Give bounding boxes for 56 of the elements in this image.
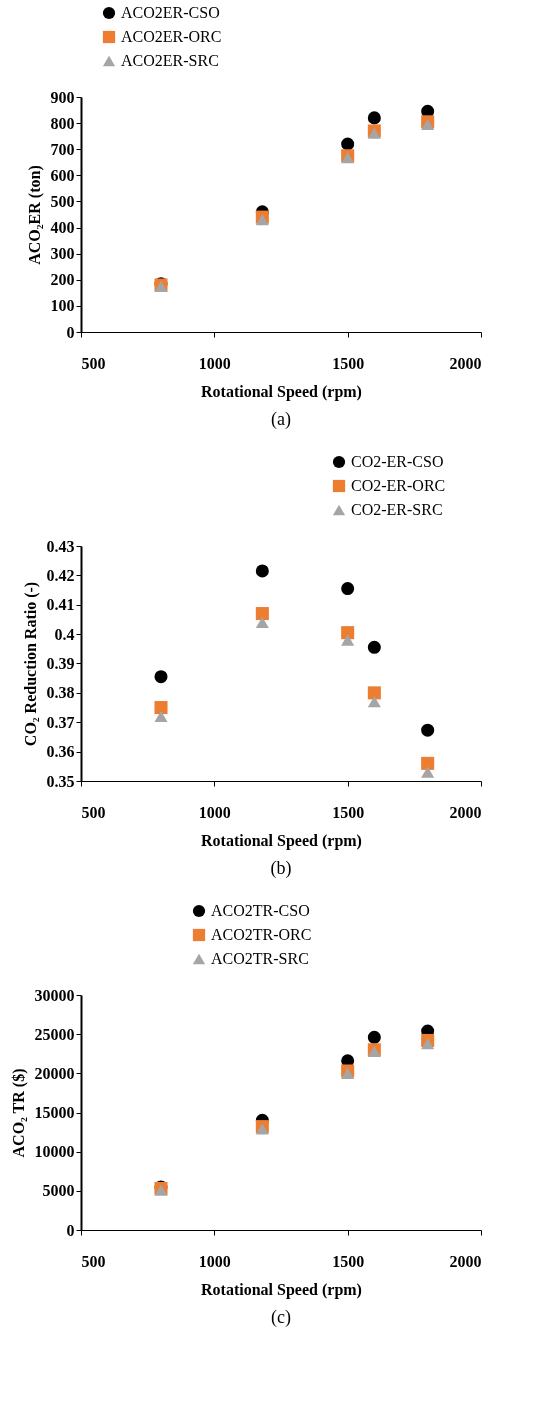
x-tick-label: 2000 bbox=[449, 354, 482, 372]
y-tick-label: 400 bbox=[50, 219, 75, 237]
y-tick-label: 200 bbox=[50, 271, 75, 289]
legend-label: ACO2TR-SRC bbox=[211, 950, 309, 967]
y-tick-label: 10000 bbox=[34, 1143, 75, 1161]
y-tick-label: 300 bbox=[50, 245, 75, 263]
y-tick-label: 0.39 bbox=[46, 655, 75, 672]
x-tick-label: 500 bbox=[81, 354, 106, 372]
text: (b) bbox=[270, 858, 292, 879]
legend-label: ACO2ER-CSO bbox=[121, 4, 220, 21]
y-tick-label: 900 bbox=[50, 88, 75, 106]
y-tick-label: 25000 bbox=[34, 1025, 75, 1043]
y-tick-label: 0 bbox=[66, 1221, 75, 1239]
y-tick-label: 30000 bbox=[34, 986, 75, 1004]
x-tick-label: 500 bbox=[81, 1252, 106, 1270]
legend-label: ACO2TR-CSO bbox=[211, 902, 310, 919]
legend-label: CO2-ER-ORC bbox=[351, 477, 446, 494]
y-tick-label: 0.4 bbox=[54, 625, 75, 643]
legend-label: CO2-ER-CSO bbox=[351, 453, 444, 470]
y-axis-title: CO₂ Reduction Ratio (-) bbox=[21, 581, 40, 747]
x-tick-label: 1000 bbox=[198, 354, 231, 372]
x-tick-label: 1000 bbox=[198, 803, 231, 821]
y-tick-label: 700 bbox=[50, 140, 75, 158]
y-tick-label: 0 bbox=[66, 323, 75, 341]
x-tick-label: 1000 bbox=[198, 1252, 231, 1270]
text: (a) bbox=[271, 409, 291, 430]
y-tick-label: 100 bbox=[50, 297, 75, 315]
legend-label: ACO2ER-SRC bbox=[121, 52, 219, 69]
legend-label: ACO2ER-ORC bbox=[121, 28, 222, 45]
x-tick-label: 1500 bbox=[332, 354, 365, 372]
y-tick-label: 0.43 bbox=[46, 537, 75, 555]
y-tick-label: 15000 bbox=[34, 1104, 75, 1121]
x-axis-title: Rotational Speed (rpm) bbox=[201, 1280, 362, 1299]
y-tick-label: 0.41 bbox=[46, 596, 75, 614]
y-tick-label: 0.38 bbox=[46, 684, 75, 702]
text: (c) bbox=[271, 1307, 291, 1328]
legend-label: CO2-ER-SRC bbox=[351, 501, 443, 518]
y-tick-label: 0.35 bbox=[46, 772, 75, 790]
x-tick-label: 500 bbox=[81, 803, 106, 821]
x-tick-label: 2000 bbox=[449, 1252, 482, 1270]
y-tick-label: 5000 bbox=[42, 1182, 75, 1200]
y-tick-label: 0.37 bbox=[46, 713, 75, 731]
x-axis-title: Rotational Speed (rpm) bbox=[201, 831, 362, 850]
y-tick-label: 0.36 bbox=[46, 743, 75, 761]
x-axis-title: Rotational Speed (rpm) bbox=[201, 382, 362, 401]
y-tick-label: 600 bbox=[50, 166, 75, 184]
legend-label: ACO2TR-ORC bbox=[211, 926, 312, 943]
y-tick-label: 20000 bbox=[34, 1064, 75, 1082]
x-tick-label: 2000 bbox=[449, 803, 482, 821]
x-tick-label: 1500 bbox=[332, 1252, 365, 1270]
x-tick-label: 1500 bbox=[332, 803, 365, 821]
y-axis-title: ACO₂ER (ton) bbox=[25, 165, 44, 265]
y-axis-title: ACO₂ TR ($) bbox=[9, 1068, 28, 1158]
y-tick-label: 500 bbox=[50, 192, 75, 210]
y-tick-label: 0.42 bbox=[46, 566, 75, 584]
y-tick-label: 800 bbox=[50, 114, 75, 132]
